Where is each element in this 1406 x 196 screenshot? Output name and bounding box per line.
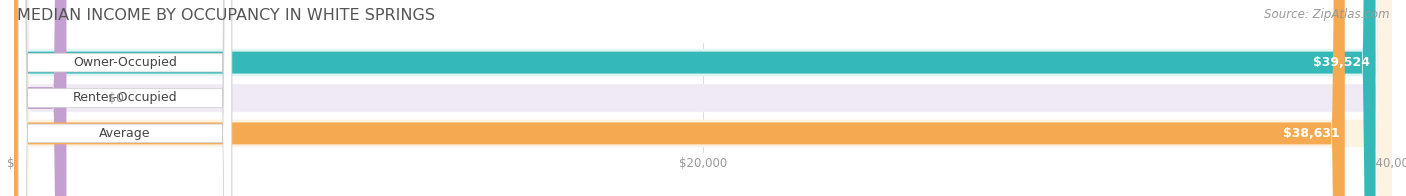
- FancyBboxPatch shape: [18, 0, 232, 196]
- Text: $38,631: $38,631: [1282, 127, 1340, 140]
- FancyBboxPatch shape: [14, 0, 1375, 196]
- Text: Source: ZipAtlas.com: Source: ZipAtlas.com: [1264, 8, 1389, 21]
- Text: Renter-Occupied: Renter-Occupied: [73, 92, 177, 104]
- Text: Owner-Occupied: Owner-Occupied: [73, 56, 177, 69]
- Text: Average: Average: [100, 127, 150, 140]
- FancyBboxPatch shape: [14, 0, 66, 196]
- Text: $39,524: $39,524: [1313, 56, 1369, 69]
- FancyBboxPatch shape: [14, 0, 1344, 196]
- FancyBboxPatch shape: [14, 0, 1392, 196]
- Text: $0: $0: [108, 92, 124, 104]
- Text: MEDIAN INCOME BY OCCUPANCY IN WHITE SPRINGS: MEDIAN INCOME BY OCCUPANCY IN WHITE SPRI…: [17, 8, 434, 23]
- FancyBboxPatch shape: [18, 0, 232, 196]
- FancyBboxPatch shape: [18, 0, 232, 196]
- FancyBboxPatch shape: [14, 0, 1392, 196]
- FancyBboxPatch shape: [14, 0, 1392, 196]
